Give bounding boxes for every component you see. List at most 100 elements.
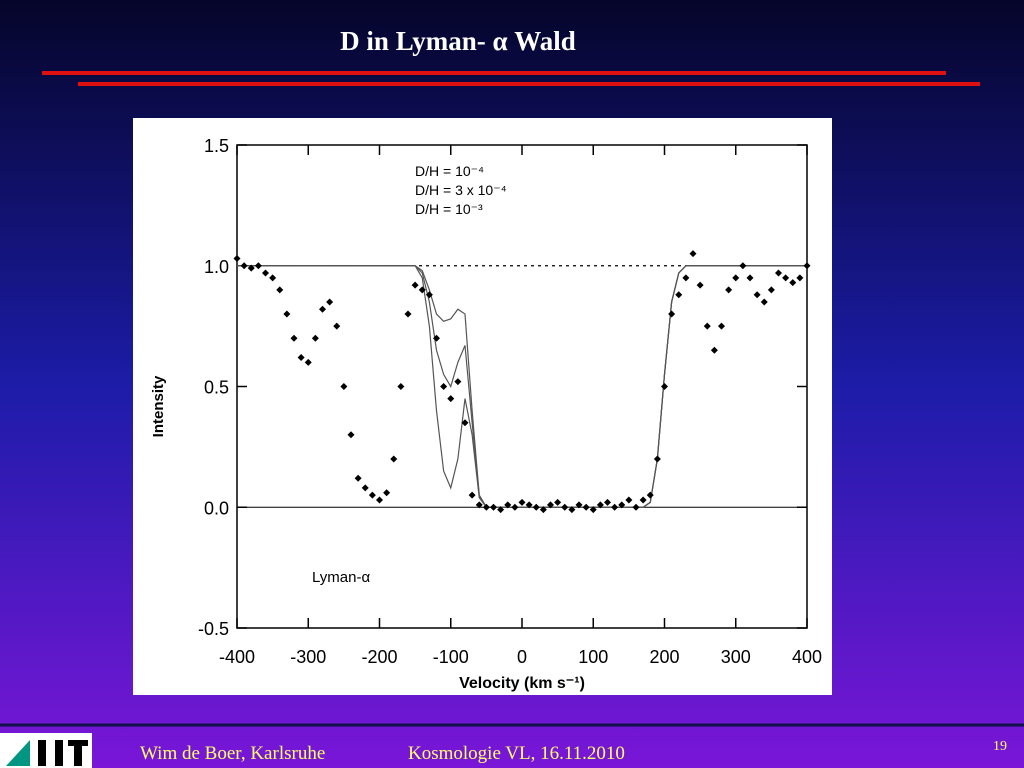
legend-entry: D/H = 10⁻³ [415, 201, 483, 217]
data-point [782, 274, 790, 282]
data-point [803, 262, 811, 270]
data-point [653, 455, 661, 463]
footer-course: Kosmologie VL, 16.11.2010 [408, 743, 625, 764]
data-point [753, 291, 761, 299]
data-point [411, 281, 419, 289]
data-point [361, 484, 369, 492]
data-point [461, 419, 469, 427]
x-axis-label: Velocity (km s⁻¹) [459, 675, 585, 692]
data-point [611, 503, 619, 511]
data-point [240, 262, 248, 270]
data-point [311, 334, 319, 342]
data-point [739, 262, 747, 270]
data-point [632, 503, 640, 511]
data-point [575, 501, 583, 509]
y-tick-label: 1.0 [204, 257, 229, 277]
data-point [340, 383, 348, 390]
figure-panel [133, 118, 832, 695]
y-tick-label: 0.0 [204, 498, 229, 518]
data-point [475, 501, 483, 509]
data-point [304, 358, 312, 366]
data-point [418, 286, 426, 294]
data-point [760, 298, 768, 306]
data-point [504, 501, 512, 509]
data-point [404, 310, 412, 318]
data-point [347, 431, 355, 439]
annotation: Lyman-α [312, 569, 370, 586]
data-point [468, 491, 476, 499]
x-tick-label: -200 [361, 647, 397, 667]
data-point [589, 506, 597, 514]
data-point [269, 274, 277, 282]
x-tick-label: 200 [649, 647, 679, 667]
data-point [262, 269, 269, 277]
data-point [732, 274, 740, 282]
data-point [746, 274, 754, 282]
data-point [233, 255, 241, 263]
x-tick-label: -100 [433, 647, 469, 667]
data-point [454, 378, 462, 386]
footer-author: Wim de Boer, Karlsruhe [140, 743, 325, 764]
data-point [532, 503, 540, 511]
data-point [703, 322, 711, 330]
x-tick-label: 0 [517, 647, 527, 667]
x-tick-label: 400 [792, 647, 822, 667]
data-point [689, 250, 697, 258]
data-point [376, 496, 383, 504]
data-point [725, 286, 733, 294]
data-point [625, 496, 633, 504]
x-tick-label: -400 [219, 647, 255, 667]
data-point [511, 503, 519, 511]
y-tick-label: 1.5 [204, 136, 229, 156]
page-number: 19 [993, 739, 1007, 754]
data-point [482, 503, 490, 511]
data-point [710, 346, 718, 354]
data-point [775, 269, 782, 277]
data-point [354, 474, 362, 482]
data-point [604, 498, 611, 506]
data-point [675, 291, 683, 299]
logo [0, 733, 92, 768]
data-point [682, 274, 690, 282]
data-point [383, 489, 391, 497]
data-point [497, 506, 505, 514]
data-point [319, 305, 326, 313]
data-point [525, 501, 533, 509]
data-point [290, 334, 298, 342]
data-point [425, 291, 433, 299]
data-point [247, 264, 255, 272]
data-point [447, 395, 455, 403]
x-tick-label: -300 [290, 647, 326, 667]
data-point [440, 383, 448, 390]
data-point [433, 334, 440, 342]
legend-entry: D/H = 3 x 10⁻⁴ [415, 182, 507, 198]
legend-entry: D/H = 10⁻⁴ [415, 163, 484, 179]
data-point [661, 383, 668, 390]
data-point [596, 501, 604, 509]
data-point [390, 455, 398, 463]
data-point [297, 354, 305, 362]
data-point [582, 503, 590, 511]
y-tick-label: -0.5 [198, 619, 229, 639]
data-point [767, 286, 775, 294]
data-point [696, 281, 704, 289]
y-tick-label: 0.5 [204, 378, 229, 398]
x-tick-label: 300 [721, 647, 751, 667]
data-point [254, 262, 262, 270]
data-point [561, 503, 569, 511]
data-point [796, 274, 804, 282]
data-point [554, 498, 562, 506]
data-point [333, 322, 341, 330]
data-point [639, 496, 647, 504]
data-point [618, 501, 626, 509]
data-point [490, 503, 497, 511]
data-point [547, 501, 554, 509]
data-point [368, 491, 376, 499]
data-point [283, 310, 291, 318]
data-point [276, 286, 284, 294]
data-point [718, 322, 725, 330]
y-axis-label: Intensity [150, 375, 167, 437]
data-point [568, 506, 576, 514]
